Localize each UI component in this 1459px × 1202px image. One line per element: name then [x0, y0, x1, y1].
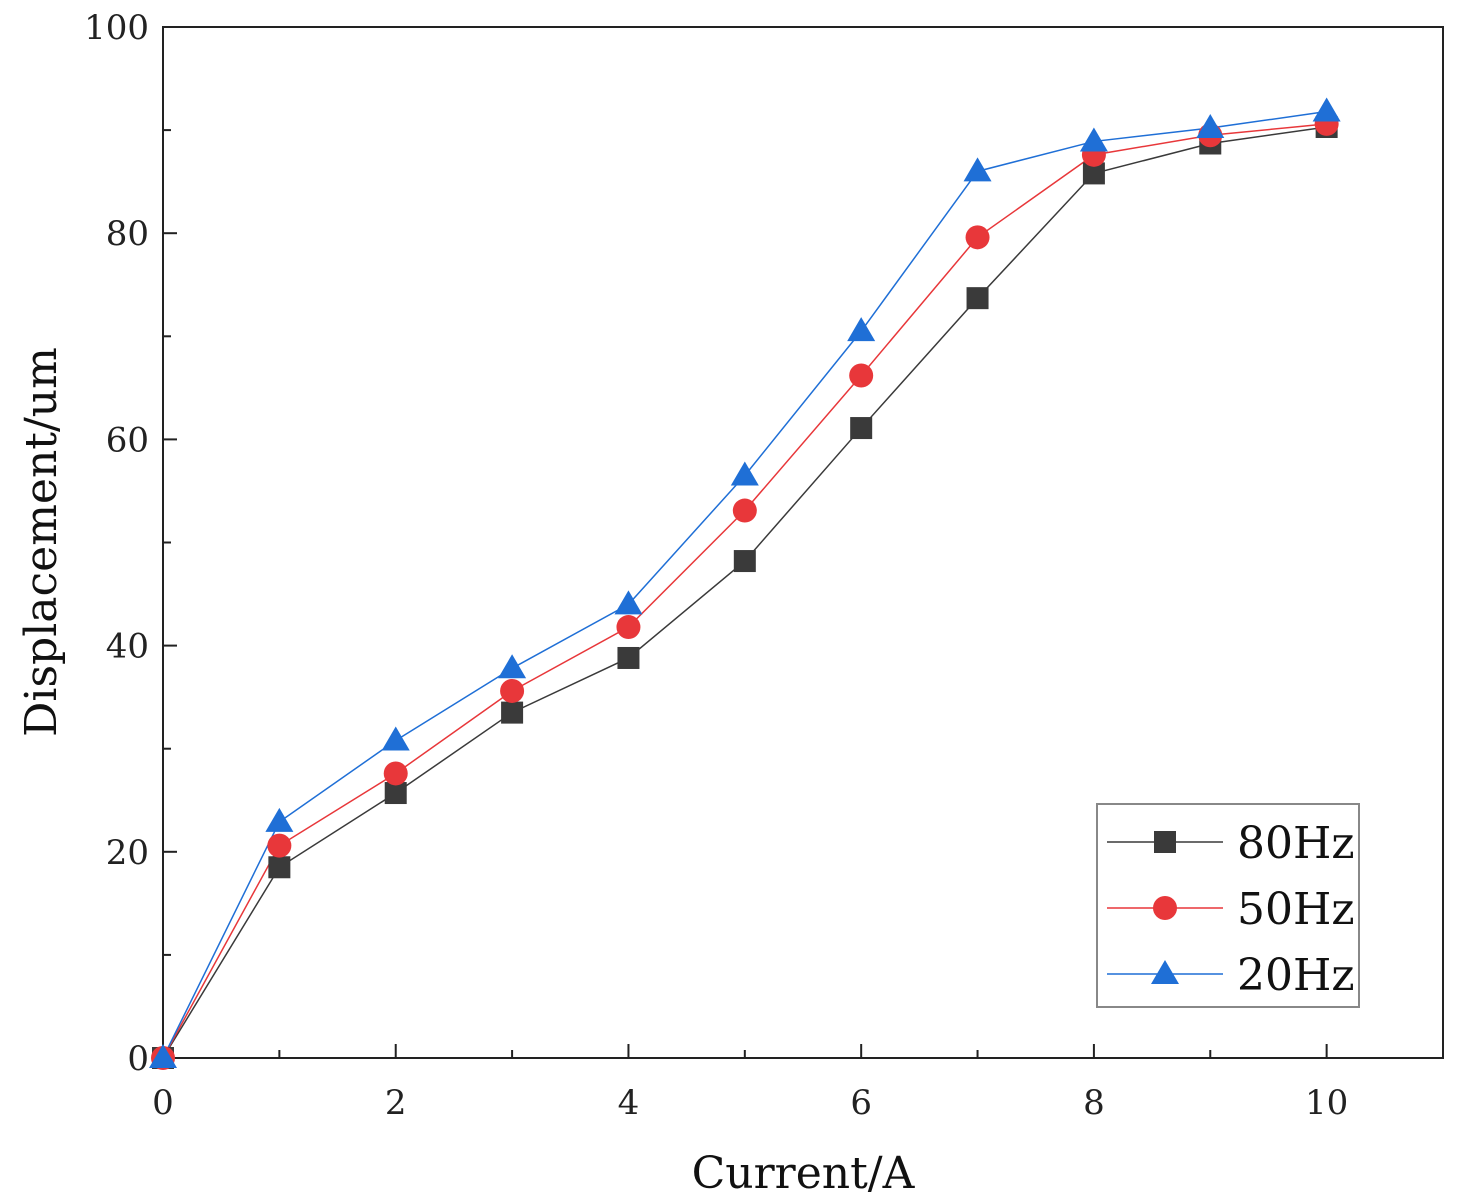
- y-tick-label: 60: [106, 420, 149, 460]
- legend-label-80Hz: 80Hz: [1237, 818, 1355, 869]
- data-point-50Hz: [383, 761, 408, 786]
- legend-marker-80Hz: [1154, 831, 1176, 853]
- legend-label-50Hz: 50Hz: [1237, 884, 1355, 935]
- legend-box: [1096, 803, 1360, 1008]
- data-point-50Hz: [965, 225, 990, 250]
- legend-marker-50Hz: [1153, 896, 1177, 920]
- data-point-80Hz: [268, 856, 291, 879]
- y-tick-label: 100: [84, 8, 149, 48]
- data-point-80Hz: [733, 550, 756, 573]
- data-point-50Hz: [732, 498, 757, 523]
- series-markers: [149, 97, 1341, 1070]
- data-point-20Hz: [730, 461, 759, 486]
- data-point-80Hz: [501, 701, 524, 724]
- legend-marker-20Hz: [1151, 960, 1179, 984]
- data-point-50Hz: [849, 363, 874, 388]
- x-tick-label: 0: [152, 1083, 174, 1123]
- y-tick-label: 80: [106, 214, 149, 254]
- y-tick-label: 0: [127, 1039, 149, 1079]
- data-point-20Hz: [1196, 114, 1225, 139]
- y-tick-label: 20: [106, 833, 149, 873]
- x-axis-title: Current/A: [692, 1148, 916, 1199]
- data-point-50Hz: [616, 615, 641, 640]
- data-point-20Hz: [381, 726, 410, 751]
- x-tick-label: 2: [385, 1083, 407, 1123]
- data-point-20Hz: [149, 1044, 177, 1068]
- x-tick-label: 6: [850, 1083, 872, 1123]
- data-point-20Hz: [265, 807, 294, 832]
- legend-label-20Hz: 20Hz: [1237, 950, 1355, 1001]
- data-point-80Hz: [1082, 162, 1105, 185]
- data-point-20Hz: [614, 590, 643, 615]
- data-point-80Hz: [384, 782, 407, 805]
- data-point-80Hz: [617, 646, 640, 669]
- data-point-20Hz: [1079, 127, 1108, 152]
- legend-entries: 80Hz 50Hz 20Hz: [1107, 818, 1355, 1001]
- data-point-80Hz: [850, 417, 873, 440]
- legend: 80Hz 50Hz 20Hz: [1096, 803, 1360, 1008]
- data-point-20Hz: [1312, 97, 1341, 122]
- x-tick-label: 10: [1305, 1083, 1348, 1123]
- data-point-50Hz: [267, 833, 292, 858]
- y-tick-label: 40: [106, 627, 149, 667]
- y-axis-title: Displacement/um: [16, 347, 67, 737]
- x-tick-label: 8: [1083, 1083, 1105, 1123]
- x-tick-label: 4: [618, 1083, 640, 1123]
- data-point-20Hz: [963, 157, 992, 182]
- data-point-50Hz: [500, 678, 525, 703]
- data-point-20Hz: [847, 317, 876, 342]
- data-point-80Hz: [966, 287, 989, 310]
- data-point-20Hz: [498, 654, 527, 679]
